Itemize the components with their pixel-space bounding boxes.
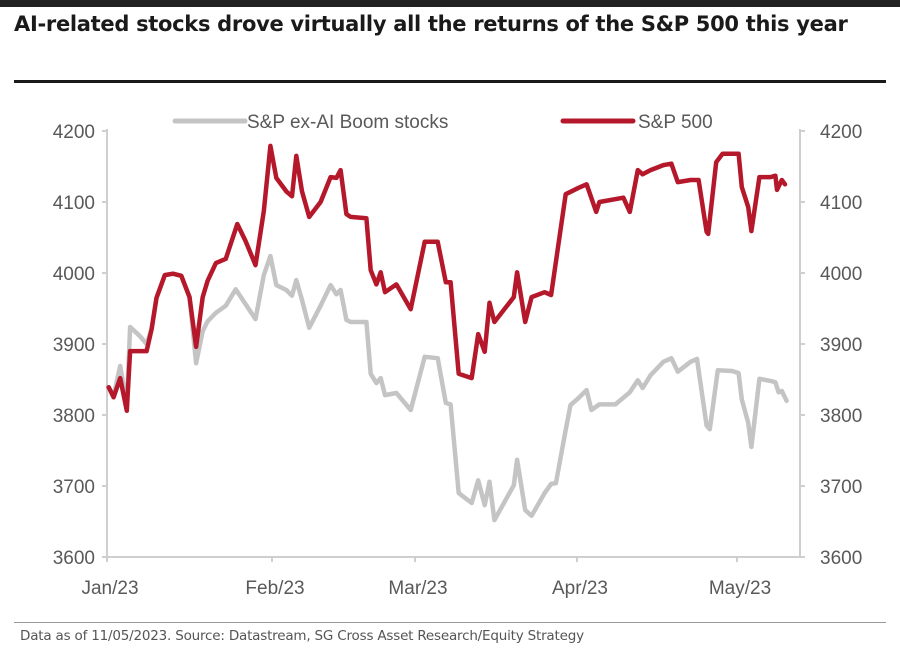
- y-tick-label-left: 4000: [53, 264, 95, 285]
- y-tick-label-right: 4100: [820, 193, 862, 214]
- x-tick-label: May/23: [709, 578, 771, 599]
- top-dark-bar: [0, 0, 900, 7]
- y-tick-label-left: 3700: [53, 477, 95, 498]
- series-line-sp500: [106, 143, 788, 413]
- y-tick-label-right: 3900: [820, 335, 862, 356]
- y-tick-label-right: 4200: [820, 122, 862, 143]
- series-group: [106, 143, 789, 523]
- line-chart: 3600 3700 3800 3900 4000 4100 4200 3600 3700 3800…: [53, 112, 863, 599]
- x-tick-label: Feb/23: [245, 578, 304, 599]
- legend-label-ex-ai: S&P ex-AI Boom stocks: [247, 112, 448, 133]
- axes: 3600 3700 3800 3900 4000 4100 4200 3600 3700 3800…: [53, 122, 863, 599]
- y-tick-label-right: 4000: [820, 264, 862, 285]
- source-note: Data as of 11/05/2023. Source: Datastrea…: [20, 628, 584, 644]
- y-tick-label-left: 4100: [53, 193, 95, 214]
- y-tick-label-left: 4200: [53, 122, 95, 143]
- y-tick-label-left: 3600: [53, 548, 95, 569]
- title-divider: [14, 80, 886, 83]
- y-tick-label-left: 3800: [53, 406, 95, 427]
- series-line-ex-ai: [106, 253, 789, 523]
- legend: S&P ex-AI Boom stocks S&P 500: [172, 112, 713, 133]
- x-tick-label: Mar/23: [388, 578, 447, 599]
- x-tick-label: Jan/23: [81, 578, 138, 599]
- source-divider: [14, 622, 886, 623]
- y-tick-label-right: 3700: [820, 477, 862, 498]
- chart-title: AI-related stocks drove virtually all th…: [14, 12, 848, 36]
- y-tick-label-right: 3800: [820, 406, 862, 427]
- legend-label-sp500: S&P 500: [638, 112, 713, 133]
- y-tick-label-right: 3600: [820, 548, 862, 569]
- x-tick-label: Apr/23: [552, 578, 608, 599]
- y-tick-label-left: 3900: [53, 335, 95, 356]
